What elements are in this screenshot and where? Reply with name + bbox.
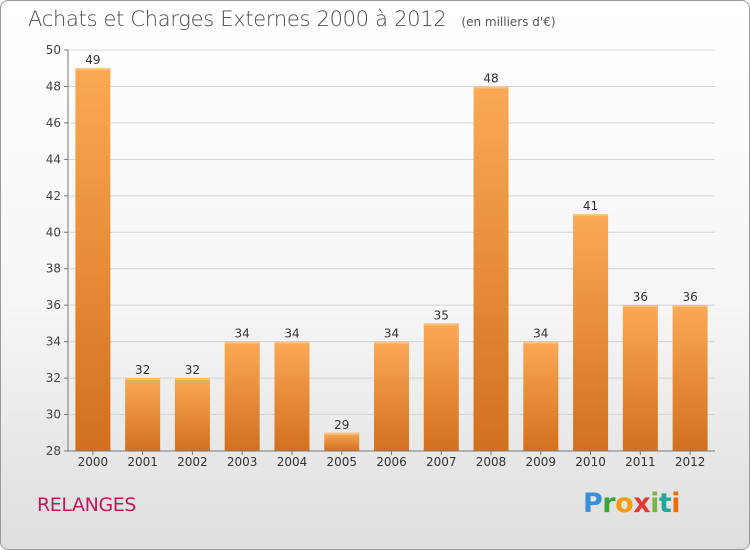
y-tick-label: 48 xyxy=(46,79,61,93)
x-tick-label-2001: 2001 xyxy=(127,455,158,469)
bar-highlight xyxy=(473,86,509,89)
y-tick-label: 44 xyxy=(46,152,61,166)
bar-2008[interactable] xyxy=(473,86,509,452)
bar-highlight xyxy=(423,323,459,326)
x-tick-label-2003: 2003 xyxy=(227,455,258,469)
bar-highlight xyxy=(374,341,409,344)
value-labels: 49 32 32 34 34 29 34 35 48 34 41 36 36 xyxy=(85,53,698,432)
y-tick-label: 42 xyxy=(46,189,61,203)
x-tick-label-2010: 2010 xyxy=(575,455,606,469)
value-label-2011: 36 xyxy=(633,290,648,304)
bar-2007[interactable] xyxy=(423,323,459,451)
bar-2002[interactable] xyxy=(174,378,210,451)
value-label-2004: 34 xyxy=(284,327,299,341)
bar-2004[interactable] xyxy=(274,341,310,451)
y-tick-label: 38 xyxy=(46,262,61,276)
value-label-2010: 41 xyxy=(583,199,598,213)
x-tick-label-2011: 2011 xyxy=(625,455,656,469)
y-tick-label: 28 xyxy=(46,444,61,458)
bar-2001[interactable] xyxy=(125,378,161,451)
bar-highlight xyxy=(274,341,310,344)
x-tick-label-2004: 2004 xyxy=(277,455,308,469)
x-tick-label-2007: 2007 xyxy=(426,455,457,469)
x-tick-label-2008: 2008 xyxy=(476,455,507,469)
bar-highlight xyxy=(622,305,658,308)
y-axis: 28 30 32 34 36 38 40 42 44 46 48 50 xyxy=(46,43,69,458)
value-label-2002: 32 xyxy=(185,363,200,377)
value-label-2005: 29 xyxy=(334,418,349,432)
chart-subtitle: (en milliers d'€) xyxy=(461,15,556,29)
bars xyxy=(75,68,708,452)
x-tick-label-2006: 2006 xyxy=(376,455,407,469)
y-tick-label: 36 xyxy=(46,298,61,312)
x-tick-label-2002: 2002 xyxy=(177,455,208,469)
y-tick-label: 32 xyxy=(46,371,61,385)
chart-title: Achats et Charges Externes 2000 à 2012 (… xyxy=(28,7,556,31)
location-label: RELANGES xyxy=(37,494,137,516)
x-tick-label-2000: 2000 xyxy=(78,455,109,469)
y-tick-label: 50 xyxy=(46,43,61,57)
bar-highlight xyxy=(324,432,360,435)
bar-highlight xyxy=(125,378,161,381)
bar-highlight xyxy=(174,378,210,381)
value-label-2008: 48 xyxy=(483,71,498,85)
bar-highlight xyxy=(224,341,260,344)
x-tick-label-2005: 2005 xyxy=(326,455,357,469)
x-tick-label-2012: 2012 xyxy=(675,455,706,469)
value-label-2001: 32 xyxy=(135,363,150,377)
value-label-2000: 49 xyxy=(85,53,100,67)
y-tick-label: 30 xyxy=(46,408,61,422)
chart-title-text: Achats et Charges Externes 2000 à 2012 xyxy=(28,7,447,31)
bar-2005[interactable] xyxy=(324,432,360,451)
bar-2000[interactable] xyxy=(75,68,111,452)
bar-highlight xyxy=(523,341,559,344)
bar-2010[interactable] xyxy=(573,214,609,451)
bar-2012[interactable] xyxy=(672,305,708,451)
proxiti-logo[interactable]: Proxiti xyxy=(583,488,681,519)
bar-2011[interactable] xyxy=(622,305,658,451)
bar-highlight xyxy=(672,305,708,308)
bar-highlight xyxy=(573,214,609,217)
value-label-2006: 34 xyxy=(384,327,399,341)
y-tick-label: 40 xyxy=(46,225,61,239)
bar-2003[interactable] xyxy=(224,341,260,451)
bar-2009[interactable] xyxy=(523,341,559,451)
value-label-2012: 36 xyxy=(682,290,697,304)
value-label-2007: 35 xyxy=(434,308,449,322)
bar-highlight xyxy=(75,68,111,71)
y-tick-label: 34 xyxy=(46,335,61,349)
y-tick-label: 46 xyxy=(46,116,61,130)
value-label-2009: 34 xyxy=(533,327,548,341)
bar-2006[interactable] xyxy=(374,341,409,451)
x-axis: 2000 2001 2002 2003 2004 2005 2006 2007 2008 2009… xyxy=(68,450,715,469)
value-label-2003: 34 xyxy=(235,327,250,341)
x-tick-label-2009: 2009 xyxy=(526,455,557,469)
